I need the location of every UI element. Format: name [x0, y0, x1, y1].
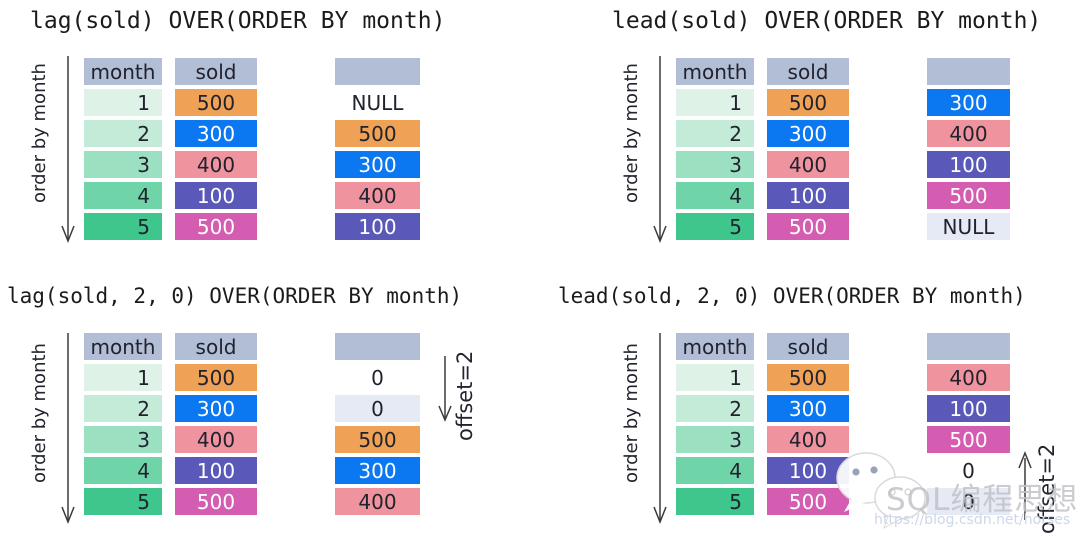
result-cell: 300 [927, 89, 1010, 116]
col-header-sold: sold [175, 333, 257, 360]
month-cell: 4 [84, 182, 162, 209]
result-cell: 400 [927, 120, 1010, 147]
month-cell: 1 [676, 364, 754, 391]
month-cell: 3 [676, 151, 754, 178]
col-header-month: month [84, 58, 162, 85]
result-cell: 400 [927, 364, 1010, 391]
sold-cell: 500 [767, 89, 849, 116]
result-cell: 500 [335, 120, 420, 147]
panel-title: lag(sold) OVER(ORDER BY month) [30, 8, 446, 34]
sold-cell: 300 [767, 120, 849, 147]
month-cell: 2 [84, 395, 162, 422]
sold-cell: 100 [767, 182, 849, 209]
month-cell: 1 [84, 89, 162, 116]
sold-cell: 300 [767, 395, 849, 422]
result-header [335, 333, 420, 360]
month-cell: 3 [84, 151, 162, 178]
order-by-label: order by month [29, 63, 50, 203]
sold-cell: 400 [767, 426, 849, 453]
month-cell: 2 [676, 120, 754, 147]
order-flow-arrow-icon [653, 333, 667, 525]
sold-cell: 400 [175, 151, 257, 178]
month-cell: 1 [84, 364, 162, 391]
month-cell: 1 [676, 89, 754, 116]
result-header [335, 58, 420, 85]
month-cell: 2 [84, 120, 162, 147]
sold-cell: 100 [175, 457, 257, 484]
month-cell: 5 [676, 488, 754, 515]
result-cell: 500 [927, 182, 1010, 209]
result-cell: 300 [335, 457, 420, 484]
result-cell: 100 [927, 151, 1010, 178]
col-header-month: month [84, 333, 162, 360]
result-cell: 500 [927, 426, 1010, 453]
sold-cell: 500 [175, 488, 257, 515]
result-header [927, 333, 1010, 360]
result-cell: 0 [335, 364, 420, 391]
result-cell: 100 [335, 213, 420, 240]
month-cell: 2 [676, 395, 754, 422]
month-cell: 3 [676, 426, 754, 453]
panel-title: lag(sold, 2, 0) OVER(ORDER BY month) [7, 284, 463, 308]
col-header-sold: sold [175, 58, 257, 85]
wechat-icon [836, 452, 926, 530]
sold-cell: 500 [767, 213, 849, 240]
sold-cell: 500 [175, 364, 257, 391]
sold-cell: 500 [767, 364, 849, 391]
month-cell: 4 [676, 182, 754, 209]
sold-cell: 500 [175, 213, 257, 240]
offset-arrow-up-icon [1018, 450, 1032, 520]
month-cell: 3 [84, 426, 162, 453]
order-flow-arrow-icon [653, 56, 667, 244]
result-cell: 0 [927, 457, 1010, 484]
result-header [927, 58, 1010, 85]
result-cell: 500 [335, 426, 420, 453]
order-flow-arrow-icon [61, 56, 75, 244]
order-by-label: order by month [621, 63, 642, 203]
col-header-sold: sold [767, 58, 849, 85]
sold-cell: 100 [767, 457, 849, 484]
month-cell: 4 [84, 457, 162, 484]
watermark-brand: SQL编程思想 [886, 482, 1079, 518]
result-cell: 0 [335, 395, 420, 422]
watermark-url: https://blog.csdn.net/horses [874, 512, 1071, 528]
order-flow-arrow-icon [61, 333, 75, 525]
result-cell: 400 [335, 182, 420, 209]
sold-cell: 300 [175, 120, 257, 147]
result-cell: 400 [335, 488, 420, 515]
col-header-sold: sold [767, 333, 849, 360]
month-cell: 4 [676, 457, 754, 484]
sold-cell: 400 [175, 426, 257, 453]
panel-title: lead(sold, 2, 0) OVER(ORDER BY month) [558, 284, 1026, 308]
result-cell: NULL [927, 213, 1010, 240]
offset-arrow-down-icon [438, 356, 452, 422]
sold-cell: 100 [175, 182, 257, 209]
month-cell: 5 [84, 488, 162, 515]
col-header-month: month [676, 333, 754, 360]
result-cell: NULL [335, 89, 420, 116]
order-by-label: order by month [29, 343, 50, 483]
sold-cell: 500 [175, 89, 257, 116]
result-cell: 0 [927, 488, 1010, 515]
panel-title: lead(sold) OVER(ORDER BY month) [612, 8, 1042, 34]
result-cell: 100 [927, 395, 1010, 422]
sold-cell: 400 [767, 151, 849, 178]
offset-label: offset=2 [453, 350, 477, 441]
col-header-month: month [676, 58, 754, 85]
order-by-label: order by month [621, 343, 642, 483]
sold-cell: 300 [175, 395, 257, 422]
month-cell: 5 [676, 213, 754, 240]
month-cell: 5 [84, 213, 162, 240]
sold-cell: 500 [767, 488, 849, 515]
result-cell: 300 [335, 151, 420, 178]
